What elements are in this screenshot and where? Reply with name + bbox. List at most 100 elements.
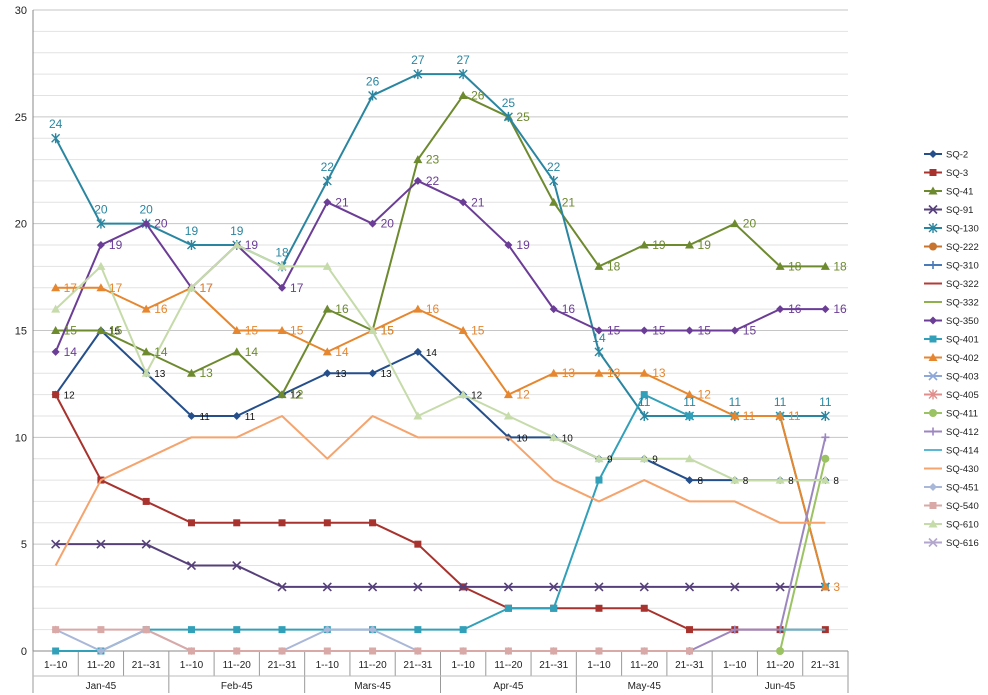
point-sq-610 [820,475,830,484]
data-label-sq-130: 26 [366,74,380,88]
data-label-sq-350: 16 [833,302,847,316]
data-label-sq-402: 17 [64,281,78,295]
point-sq-451 [323,625,332,634]
legend-item-sq-403: SQ-403 [924,371,979,383]
point-sq-401 [504,604,512,612]
legend-item-sq-2: SQ-2 [924,150,968,161]
point-sq-401 [187,626,195,634]
legend-item-sq-222: SQ-222 [924,242,979,253]
data-label-sq-130: 11 [774,395,787,409]
x-tick-label: 1--10 [316,660,340,671]
data-label-sq-402: 14 [335,345,349,359]
point-sq-540 [459,647,467,655]
data-label-sq-41: 19 [698,238,712,252]
point-sq-91 [96,539,106,549]
point-sq-3 [686,626,694,634]
point-sq-91 [594,582,604,592]
line-sq-3 [54,394,826,631]
data-label-sq-130: 18 [275,245,289,259]
x-tick-label: 21--31 [403,660,432,671]
data-label-sq-402: 11 [743,409,756,423]
point-sq-610 [186,283,196,292]
legend-item-sq-430: SQ-430 [924,464,979,475]
point-sq-540 [369,647,377,655]
data-label-sq-2: 11 [199,412,210,423]
point-sq-451 [96,647,105,655]
point-sq-3 [821,626,829,634]
point-sq-41 [277,390,287,399]
point-sq-2 [413,347,422,356]
data-label-sq-130: 24 [49,117,63,131]
legend-label: SQ-411 [946,409,978,420]
point-sq-401 [595,476,603,484]
point-sq-540 [278,647,286,655]
data-label-sq-130: 22 [547,160,561,174]
point-sq-3 [640,604,648,612]
point-sq-350 [821,305,830,314]
y-tick-label: 15 [15,326,27,338]
point-sq-610 [503,411,513,420]
data-label-sq-2: 8 [788,476,794,487]
x-tick-label: 21--31 [539,660,568,671]
legend-label: SQ-405 [946,390,979,401]
data-label-sq-41: 16 [335,302,349,316]
legend-item-sq-310: SQ-310 [924,261,979,272]
x-tick-label: 21--31 [132,660,161,671]
x-tick-label: 11--20 [766,660,795,671]
legend: SQ-2 SQ-3 SQ-41 SQ-91 SQ-130 SQ-222 SQ-310 SQ-3… [924,150,979,549]
legend-swatch-marker [929,150,937,158]
line-sq-610 [54,244,826,482]
legend-item-sq-91: SQ-91 [924,204,973,216]
line-sq-412 [689,437,827,652]
series-sq-3 [52,391,829,634]
x-tick-label: 11--20 [223,660,252,671]
legend-item-sq-350: SQ-350 [924,316,979,327]
legend-label: SQ-451 [946,483,979,494]
data-label-sq-41: 15 [64,324,78,338]
point-sq-41 [458,90,468,99]
series-sq-430 [54,414,826,566]
legend-item-sq-130: SQ-130 [924,223,979,235]
data-label-sq-2: 12 [471,391,483,402]
series-sq-540 [52,626,694,655]
legend-label: SQ-3 [946,168,968,179]
data-label-sq-130: 11 [683,395,696,409]
data-label-sq-2: 12 [290,391,302,402]
point-sq-350 [413,176,422,185]
point-sq-401 [686,412,694,420]
data-label-sq-130: 27 [456,53,470,67]
legend-swatch-marker [929,316,937,325]
x-tick-label: 1--10 [451,660,475,671]
x-group-label: Apr-45 [493,681,523,692]
data-label-sq-130: 20 [140,203,154,217]
data-label-sq-350: 15 [698,324,712,338]
point-sq-402 [277,326,287,334]
point-sq-610 [775,475,785,484]
legend-item-sq-540: SQ-540 [924,501,979,512]
data-label-sq-350: 14 [64,345,78,359]
point-sq-3 [595,604,603,612]
data-label-sq-2: 8 [743,476,749,487]
series-layer [51,69,830,655]
point-sq-41 [685,240,695,249]
legend-label: SQ-130 [946,224,979,235]
point-sq-41 [639,240,649,249]
data-label-sq-41: 14 [245,345,259,359]
point-sq-130 [51,133,61,144]
x-group-label: Feb-45 [221,681,253,692]
data-label-sq-402: 13 [607,366,621,380]
data-label-sq-350: 22 [426,174,440,188]
data-label-sq-41: 25 [516,110,530,124]
point-sq-402 [820,582,830,591]
point-sq-610 [277,261,287,270]
point-sq-3 [187,519,195,527]
data-label-sq-350: 19 [245,238,259,252]
point-sq-412 [821,433,830,442]
legend-item-sq-402: SQ-402 [924,353,979,364]
point-sq-130 [503,111,513,122]
line-sq-2 [54,329,826,482]
data-label-sq-350: 15 [607,324,621,338]
y-tick-label: 20 [15,219,27,231]
x-group-label: May-45 [628,681,662,692]
point-sq-350 [51,347,60,356]
